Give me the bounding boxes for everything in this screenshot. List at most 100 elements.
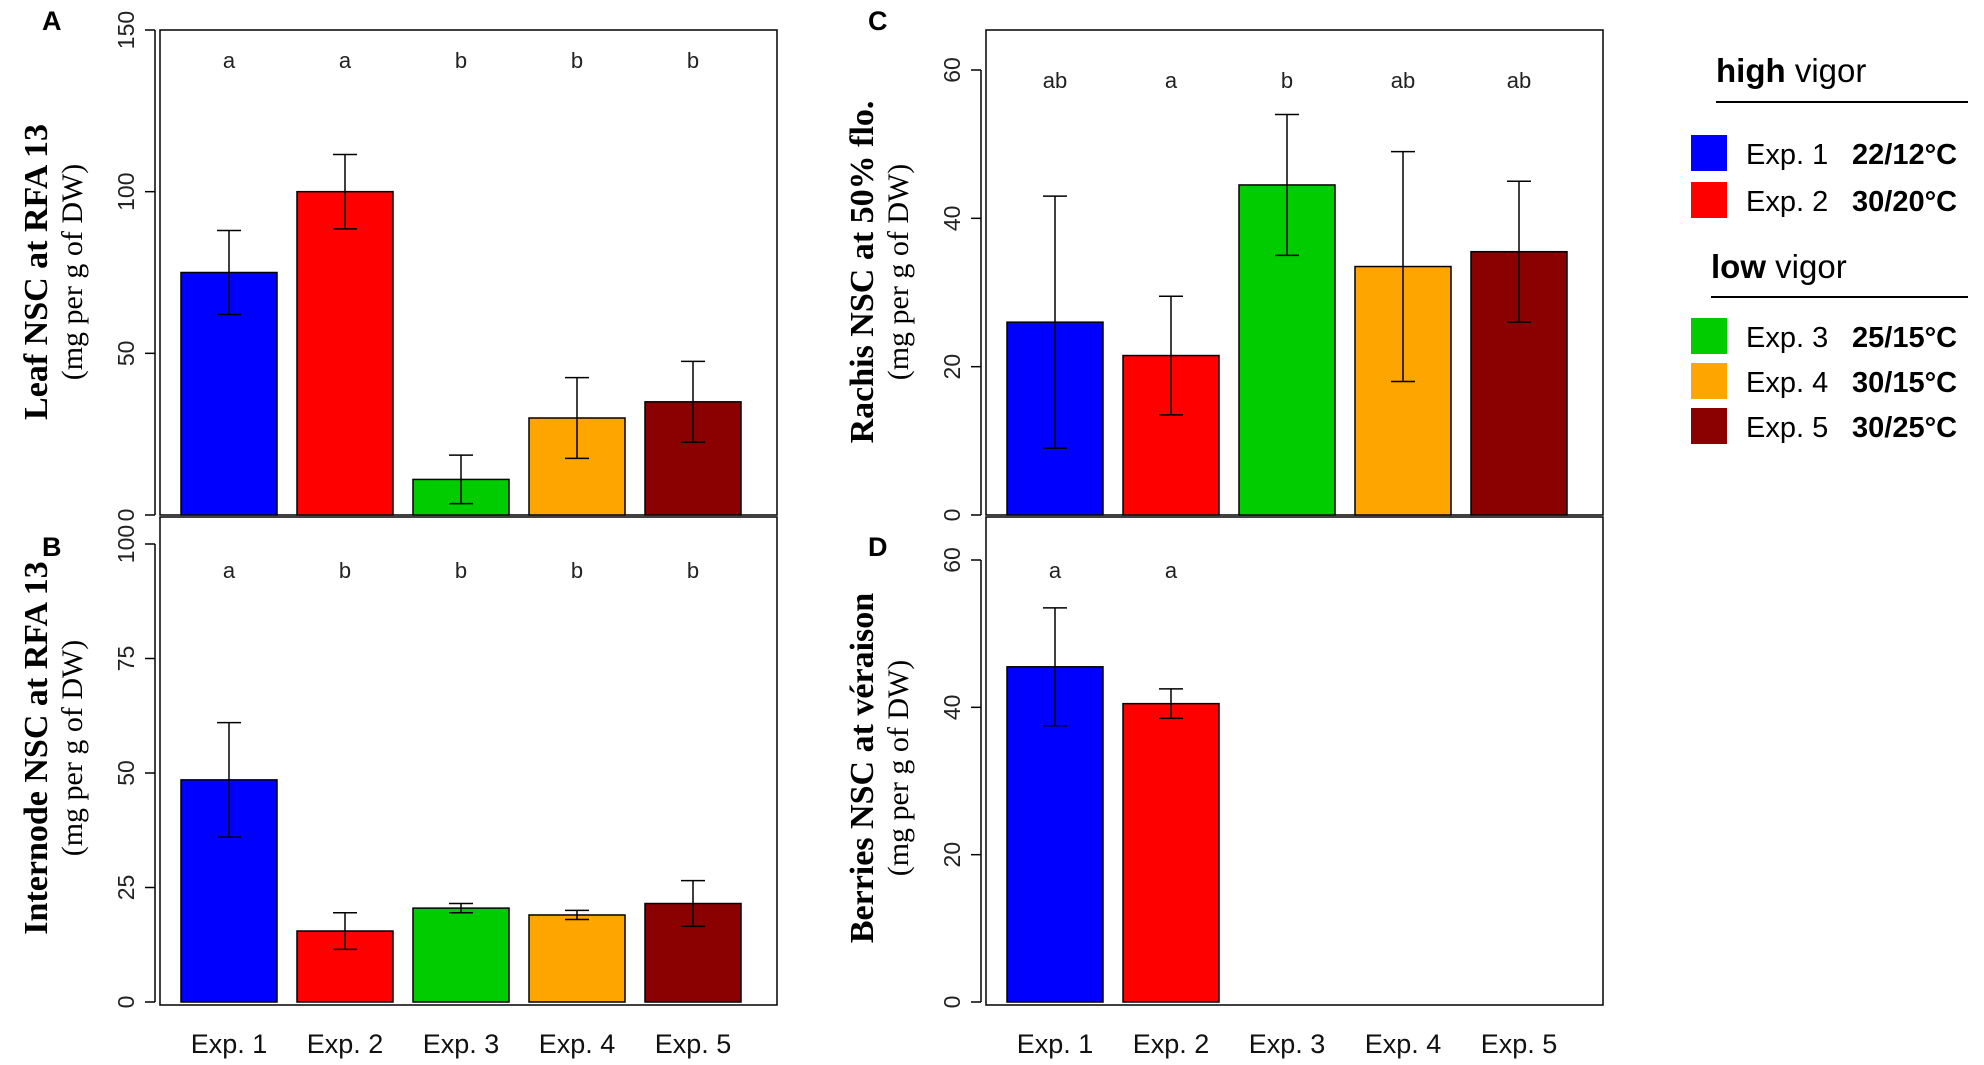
panel-b-exp1-significance: a [223,558,236,583]
panel-b-ytick-label: 75 [113,646,139,672]
panel-a-exp5-significance: b [687,48,699,73]
panel-d-exp2-errorbar [1159,688,1183,720]
panel-c-exp4-significance: ab [1391,68,1415,93]
panel-d-plot: 0 20 40 60 a Exp. 1 a Exp. 2 Exp. 3 Exp. 4 Exp. 5 [939,547,1557,1059]
panel-c-ysub: (mg per g of DW) [882,164,915,381]
panel-d-letter: D [868,532,888,562]
legend-low-heading: low vigor [1711,248,1847,285]
panel-d-exp1-significance: a [1049,558,1062,583]
panel-d-ytick-label: 20 [939,842,965,868]
panel-a-exp2-errorbar [333,153,357,230]
legend-swatch-exp5 [1691,408,1727,444]
legend-swatch-exp2 [1691,182,1727,218]
legend-label-exp1: Exp. 1 [1746,139,1828,171]
panel-b-frame [159,516,778,1006]
panel-a-ytick-label: 50 [113,341,139,367]
panel-b-exp4-xlabel: Exp. 4 [539,1029,616,1059]
panel-c-ytick-label: 40 [939,206,965,232]
panel-a-plot: 0 50 100 150 a a b b b [113,11,742,521]
legend-temp-exp2: 30/20°C [1852,186,1957,218]
legend-high-heading: high vigor [1716,52,1866,89]
panel-d-exp4-xlabel: Exp. 4 [1365,1029,1442,1059]
panel-b-exp2-significance: b [339,558,351,583]
panel-a-exp4-errorbar [565,376,589,460]
panel-d-exp1-errorbar [1043,607,1067,727]
panel-c-exp1-errorbar [1043,195,1067,449]
panel-a-exp2-bar [296,190,394,516]
panel-d-ysub: (mg per g of DW) [882,660,915,877]
panel-c-exp5-errorbar [1507,180,1531,323]
panel-a-exp4-significance: b [571,48,583,73]
panel-d-exp3-xlabel: Exp. 3 [1249,1029,1326,1059]
panel-b-exp4-significance: b [571,558,583,583]
panel-d-ytick-label: 60 [939,547,965,573]
panel-b-exp3-bar [412,907,510,1003]
panel-b-ytick-label: 25 [113,875,139,901]
legend: high vigor Exp. 1 22/12°C Exp. 2 30/20°C… [1691,52,1968,444]
panel-b-ysub: (mg per g of DW) [56,640,89,857]
legend-label-exp5: Exp. 5 [1746,412,1828,444]
panel-a-exp5-errorbar [681,360,705,443]
legend-high-strong: high [1716,52,1786,89]
panel-b-exp5-errorbar [681,879,705,928]
panel-a-ytick-label: 150 [113,11,139,49]
legend-label-exp2: Exp. 2 [1746,186,1828,218]
legend-label-exp3: Exp. 3 [1746,322,1828,354]
legend-high-rest: vigor [1786,52,1867,89]
panel-d-exp5-xlabel: Exp. 5 [1481,1029,1558,1059]
panel-c-exp5-significance: ab [1507,68,1531,93]
panel-c-exp2-significance: a [1165,68,1178,93]
panel-a-ysub: (mg per g of DW) [56,164,89,381]
panel-c-ylabel: Rachis NSC at 50% flo. [844,101,881,444]
panel-d-ytick-label: 40 [939,695,965,721]
panel-a-ytick-label: 100 [113,172,139,210]
panel-a-letter: A [42,6,62,36]
panel-b-exp3-xlabel: Exp. 3 [423,1029,500,1059]
panel-b-exp5-significance: b [687,558,699,583]
panel-c-letter: C [868,6,888,36]
panel-d-exp2-xlabel: Exp. 2 [1133,1029,1210,1059]
legend-temp-exp3: 25/15°C [1852,322,1957,354]
panel-a-exp1-errorbar [217,229,241,316]
panel-b-ytick-label: 100 [113,525,139,563]
panel-a-exp3-errorbar [449,454,473,505]
panel-d-ytick-label: 0 [939,996,965,1009]
panel-b-plot: 0 25 50 75 100 a Exp. 1 b Exp. 2 b Exp. 3 b Exp. 4 b E… [113,525,742,1059]
legend-label-exp4: Exp. 4 [1746,367,1828,399]
panel-b-letter: B [42,532,62,562]
legend-swatch-exp4 [1691,363,1727,399]
panel-b-exp4-errorbar [565,909,589,921]
panel-c-ytick-label: 60 [939,57,965,83]
panel-d: D Berries NSC at véraison (mg per g of D… [844,516,1604,1059]
legend-swatch-exp1 [1691,135,1727,171]
panel-b-exp1-xlabel: Exp. 1 [191,1029,268,1059]
legend-temp-exp5: 30/25°C [1852,412,1957,444]
panel-c-ytick-label: 20 [939,354,965,380]
panel-c-exp4-errorbar [1391,150,1415,383]
panel-a-exp2-significance: a [339,48,352,73]
panel-c-ytick-label: 0 [939,509,965,522]
panel-a-exp3-significance: b [455,48,467,73]
panel-a-ylabel: Leaf NSC at RFA 13 [18,124,55,420]
panel-d-ylabel: Berries NSC at véraison [844,593,881,943]
panel-c-exp3-significance: b [1281,68,1293,93]
panel-a: A Leaf NSC at RFA 13 (mg per g of DW) 0 5… [18,6,778,521]
legend-swatch-exp3 [1691,318,1727,354]
panel-d-exp1-xlabel: Exp. 1 [1017,1029,1094,1059]
panel-b-exp2-errorbar [333,911,357,951]
panel-b-exp4-bar [528,914,626,1003]
panel-c-exp2-errorbar [1159,295,1183,416]
legend-low-strong: low [1711,248,1766,285]
panel-d-exp2-bar [1122,702,1220,1003]
legend-low-rest: vigor [1766,248,1847,285]
panel-d-frame [985,516,1604,1006]
panel-c-exp3-errorbar [1275,113,1299,257]
panel-b-ytick-label: 50 [113,760,139,786]
panel-b-exp2-xlabel: Exp. 2 [307,1029,384,1059]
legend-temp-exp4: 30/15°C [1852,367,1957,399]
panel-b-exp3-significance: b [455,558,467,583]
panel-b-ylabel: Internode NSC at RFA 13 [18,561,55,934]
legend-temp-exp1: 22/12°C [1852,139,1957,171]
